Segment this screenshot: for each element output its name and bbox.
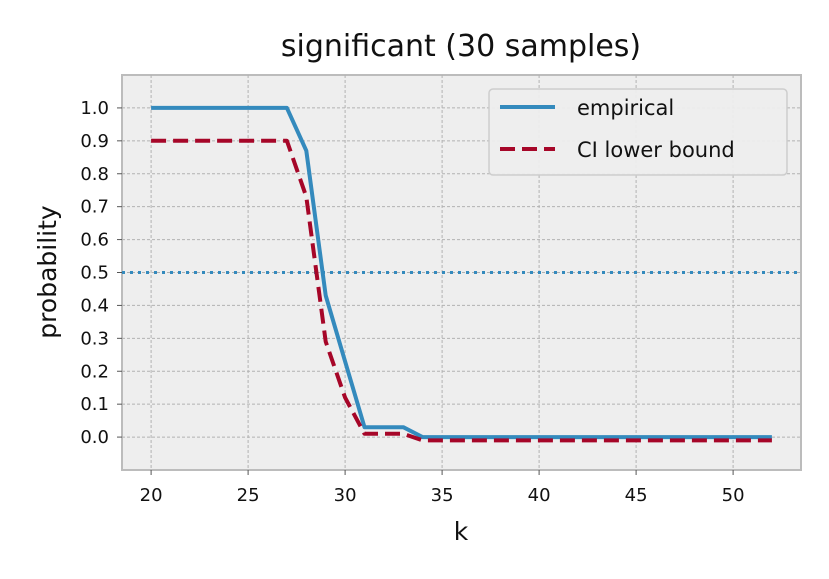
y-tick-label: 0.7	[80, 197, 109, 218]
x-axis-ticks: 20 25 30 35 40 45 50	[140, 470, 745, 506]
x-tick-label: 35	[431, 485, 454, 506]
y-tick-label: 0.1	[80, 394, 109, 415]
legend-label-ci-lower-bound: CI lower bound	[577, 138, 735, 162]
chart-title: significant (30 samples)	[281, 29, 641, 64]
y-tick-label: 0.2	[80, 361, 109, 382]
x-tick-label: 50	[722, 485, 745, 506]
y-axis-ticks: 0.0 0.1 0.2 0.3 0.4 0.5 0.6 0.7 0.8 0.9 1.0	[80, 98, 122, 448]
y-tick-label: 1.0	[80, 98, 109, 119]
y-tick-label: 0.8	[80, 164, 109, 185]
series-line-ci-lower-bound	[151, 138, 772, 443]
legend-box	[488, 88, 788, 176]
x-tick-label: 25	[237, 485, 260, 506]
y-tick-label: 0.0	[80, 427, 109, 448]
x-tick-label: 45	[625, 485, 648, 506]
x-axis-label: k	[454, 517, 469, 546]
y-tick-label: 0.5	[80, 263, 109, 284]
x-tick-label: 40	[528, 485, 551, 506]
legend: empirical CI lower bound	[488, 88, 788, 176]
series-line-empirical	[151, 105, 772, 440]
legend-label-empirical: empirical	[577, 96, 674, 120]
x-tick-label: 30	[334, 485, 357, 506]
x-tick-label: 20	[140, 485, 163, 506]
y-tick-label: 0.4	[80, 295, 109, 316]
y-tick-label: 0.6	[80, 230, 109, 251]
series-layer	[151, 105, 772, 443]
y-tick-label: 0.3	[80, 328, 109, 349]
y-axis-label: probability	[33, 205, 62, 339]
y-tick-label: 0.9	[80, 131, 109, 152]
